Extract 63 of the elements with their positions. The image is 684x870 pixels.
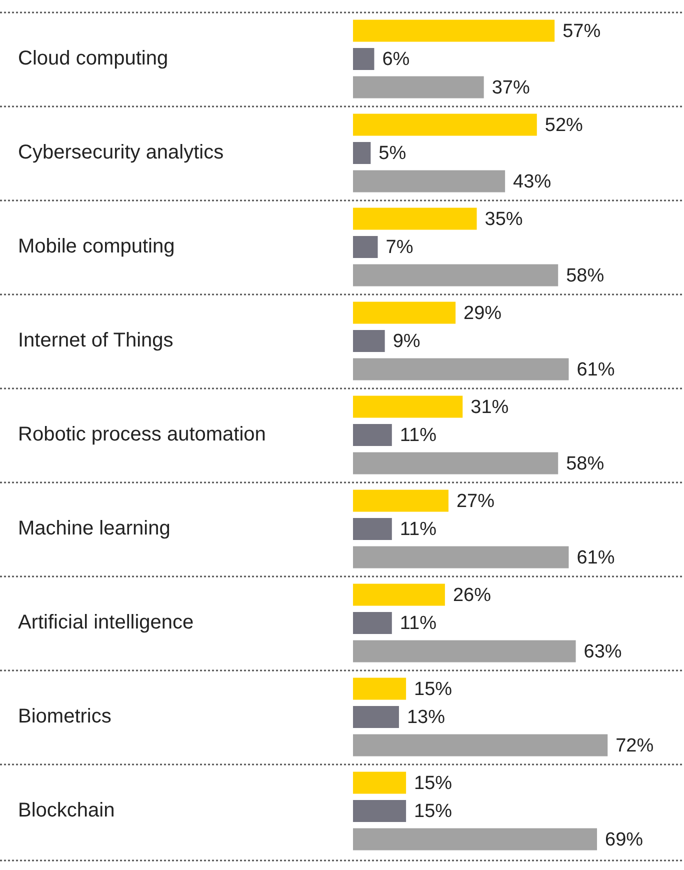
- bar: [353, 518, 392, 540]
- data-label: 31%: [470, 397, 509, 418]
- y-tick-label: Cybersecurity analytics: [18, 142, 224, 164]
- y-tick-label: Internet of Things: [18, 330, 174, 352]
- bar: [353, 678, 406, 700]
- data-label: 26%: [452, 585, 492, 606]
- bar: [353, 772, 406, 794]
- data-label: 43%: [513, 171, 552, 192]
- bar: [353, 170, 506, 192]
- bar: [353, 734, 608, 756]
- data-label: 11%: [400, 613, 437, 634]
- bar: [353, 612, 392, 634]
- y-tick-label: Mobile computing: [18, 236, 175, 258]
- bar: [353, 48, 374, 70]
- bar: [353, 236, 378, 258]
- data-label: 7%: [386, 237, 414, 258]
- data-label: 72%: [616, 735, 654, 756]
- data-label: 27%: [456, 491, 495, 512]
- data-label: 58%: [566, 265, 604, 286]
- bar: [353, 640, 576, 662]
- bar: [353, 302, 456, 324]
- data-label: 69%: [605, 829, 644, 850]
- data-label: 35%: [484, 209, 523, 230]
- bar: [353, 76, 484, 98]
- bar: [353, 452, 558, 474]
- data-label: 61%: [576, 547, 615, 568]
- data-label: 52%: [544, 115, 584, 136]
- bar: [353, 358, 569, 380]
- data-label: 58%: [566, 453, 604, 474]
- data-label: 15%: [414, 679, 452, 700]
- y-tick-label: Robotic process automation: [18, 424, 266, 446]
- data-label: 11%: [400, 519, 437, 540]
- data-label: 37%: [492, 77, 530, 98]
- bar: [353, 330, 385, 352]
- data-label: 29%: [464, 303, 502, 324]
- y-tick-label: Machine learning: [18, 518, 170, 540]
- data-label: 5%: [378, 143, 406, 164]
- bar: [353, 706, 399, 728]
- y-tick-label: Artificial intelligence: [18, 612, 194, 634]
- bar: [353, 424, 392, 446]
- data-label: 15%: [414, 801, 452, 822]
- y-tick-label: Blockchain: [18, 800, 115, 822]
- bar: [353, 142, 371, 164]
- bar: [353, 264, 558, 286]
- data-label: 15%: [414, 773, 452, 794]
- bar: [353, 800, 406, 822]
- data-label: 6%: [382, 49, 410, 70]
- data-label: 61%: [576, 359, 615, 380]
- bar: [353, 546, 569, 568]
- bar: [353, 490, 448, 512]
- bar: [353, 208, 477, 230]
- bar: [353, 396, 463, 418]
- data-label: 63%: [584, 641, 622, 662]
- bar: [353, 20, 555, 42]
- y-tick-label: Cloud computing: [18, 48, 168, 70]
- bar: [353, 828, 598, 850]
- data-label: 9%: [392, 331, 420, 352]
- y-tick-label: Biometrics: [18, 706, 112, 728]
- bar: [353, 584, 445, 606]
- bar: [353, 114, 537, 136]
- data-label: 11%: [400, 425, 437, 446]
- data-label: 57%: [562, 21, 601, 42]
- data-label: 13%: [406, 707, 446, 728]
